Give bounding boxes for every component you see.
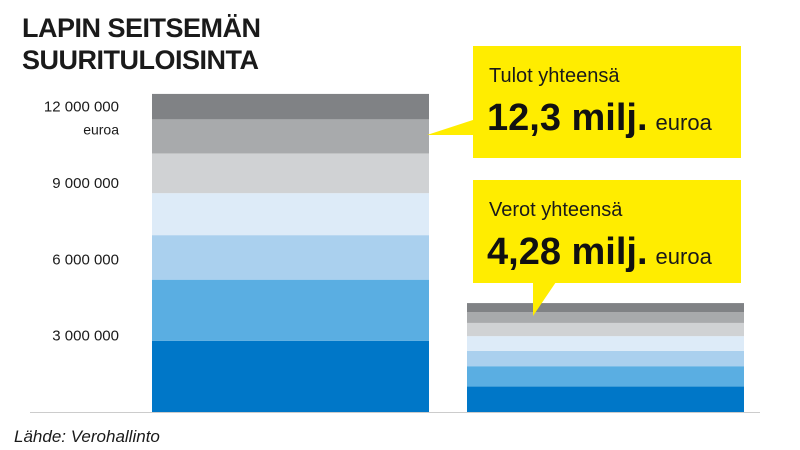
callout-value: 12,3 milj. euroa	[487, 97, 713, 139]
bar-segment	[467, 350, 744, 367]
callout-box-2: Verot yhteensä 4,28 milj. euroa	[473, 180, 741, 316]
y-tick-label: 9 000 000	[52, 175, 119, 192]
callout-box-1: Tulot yhteensä 12,3 milj. euroa	[427, 46, 741, 158]
bar-segment	[467, 303, 744, 313]
callout-pointer	[427, 118, 479, 135]
title-line-1: LAPIN SEITSEMÄN	[22, 13, 261, 43]
bar-segment	[152, 193, 429, 236]
y-tick-label: 6 000 000	[52, 251, 119, 268]
bar-segment	[467, 322, 744, 337]
y-tick-label: 12 000 000	[44, 99, 119, 116]
bar-segment	[152, 119, 429, 154]
bar-segment	[152, 340, 429, 412]
bar-segment	[467, 386, 744, 412]
callout-value: 4,28 milj. euroa	[487, 231, 713, 273]
callout-label: Tulot yhteensä	[489, 65, 620, 87]
title-line-2: SUURITULOISINTA	[22, 45, 259, 75]
bar-segment	[152, 279, 429, 341]
source-note: Lähde: Verohallinto	[14, 427, 160, 446]
bar-segment	[152, 235, 429, 280]
y-unit-label: euroa	[83, 122, 119, 138]
bar-segment	[467, 312, 744, 323]
bar-segment	[467, 366, 744, 387]
callout-label: Verot yhteensä	[489, 199, 623, 221]
chart-title: LAPIN SEITSEMÄN SUURITULOISINTA	[22, 12, 261, 76]
callout-pointer	[533, 282, 556, 316]
bar-segment	[152, 93, 429, 120]
stacked-bar-1	[152, 93, 429, 412]
stacked-bar-2	[467, 303, 744, 412]
y-tick-label: 3 000 000	[52, 328, 119, 345]
bar-segment	[152, 153, 429, 194]
bar-segment	[467, 336, 744, 351]
